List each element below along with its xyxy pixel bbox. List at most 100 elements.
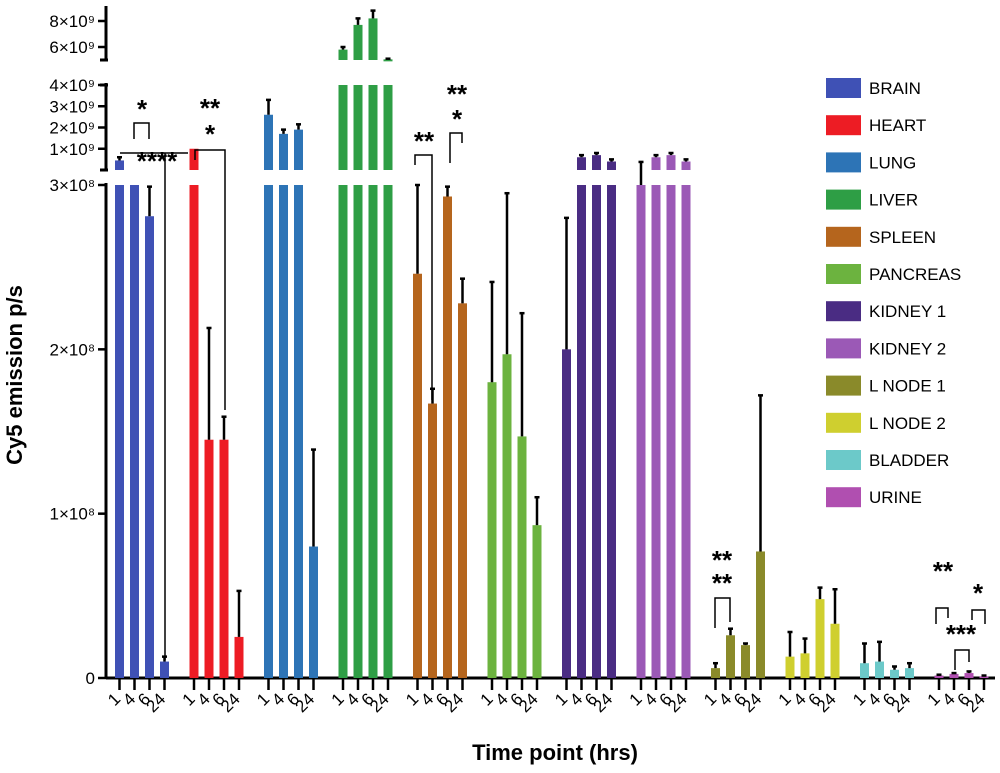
x-axis-title: Time point (hrs) [472, 740, 638, 765]
significance-bracket [194, 149, 226, 410]
bar [428, 403, 437, 678]
significance-bracket [133, 122, 150, 139]
significance-marker: ** [933, 556, 954, 586]
bar [502, 354, 512, 678]
bar-upper [666, 155, 676, 170]
bar [949, 673, 959, 678]
bar [458, 303, 467, 678]
legend-label: BLADDER [869, 451, 949, 470]
legend-swatch [826, 115, 861, 136]
y-tick-label: 2×10⁹ [49, 119, 95, 138]
bar-upper [294, 129, 303, 170]
axes-group: 0 1×10⁸ 2×10⁸ 3×10⁸ 1×10⁹ 2×10⁹ 3×10⁹ 4×10⁹ 6×10… [49, 6, 995, 688]
y-axis-title: Cy5 emission p/s [2, 285, 27, 465]
x-tick-label: 24 [962, 689, 989, 716]
bar [666, 185, 676, 678]
bar-upper [681, 161, 691, 170]
x-tick-label: 24 [515, 689, 542, 716]
bar [338, 185, 348, 678]
y-tick-label: 8×10⁹ [49, 12, 95, 31]
legend-label: LIVER [869, 191, 918, 210]
y-tick-label: 0 [86, 669, 95, 688]
significance-marker: * [137, 94, 148, 124]
significance-marker: ** [712, 545, 733, 575]
bar [651, 185, 661, 678]
x-tick-label: 24 [143, 689, 170, 716]
x-tick-label: 24 [441, 689, 468, 716]
legend-swatch [826, 301, 861, 322]
bar [517, 436, 527, 678]
significance-bracket [714, 597, 731, 628]
bar [756, 551, 765, 678]
bar [607, 185, 616, 678]
bar [219, 439, 229, 678]
bar [562, 349, 571, 678]
significance-marker: **** [137, 146, 178, 176]
bar [294, 185, 303, 678]
bar [890, 669, 899, 678]
significance-marker: ** [447, 79, 468, 109]
legend-swatch [826, 412, 861, 433]
bar-upper [577, 157, 586, 170]
legend-label: L NODE 1 [869, 377, 946, 396]
legend-swatch [826, 189, 861, 210]
bar [711, 668, 720, 678]
legend-label: KIDNEY 2 [869, 339, 946, 358]
legend-swatch [826, 375, 861, 396]
bar [353, 185, 363, 678]
legend-label: PANCREAS [869, 265, 961, 284]
bar [264, 185, 273, 678]
legend-label: HEART [869, 116, 926, 135]
bar [487, 382, 497, 678]
bar [592, 185, 601, 678]
legend-swatch [826, 152, 861, 173]
x-tick-label: 24 [664, 689, 691, 716]
y-tick-label: 3×10⁸ [50, 176, 95, 195]
bar [145, 216, 154, 678]
bar [785, 656, 795, 678]
bar-upper [279, 133, 288, 170]
x-tick-label: 24 [888, 689, 915, 716]
bar [979, 676, 989, 678]
bar [309, 546, 318, 678]
significance-marker: * [452, 104, 463, 134]
bar [383, 185, 393, 678]
legend-label: KIDNEY 1 [869, 302, 946, 321]
bar [964, 673, 974, 678]
bar-top [383, 59, 393, 62]
y-tick-label: 3×10⁹ [49, 97, 95, 116]
legend-label: URINE [869, 488, 922, 507]
bar-upper [264, 114, 273, 170]
bar-upper [368, 85, 378, 170]
bar [681, 185, 691, 678]
bar [830, 623, 840, 678]
legend-swatch [826, 487, 861, 508]
bar-upper [592, 155, 601, 170]
bar [130, 185, 139, 678]
significance-marker: * [205, 119, 216, 149]
significance-bracket [971, 609, 986, 624]
bar [875, 661, 884, 678]
legend-swatch [826, 226, 861, 247]
y-tick-label: 1×10⁸ [50, 505, 95, 524]
x-tick-label: 24 [813, 689, 840, 716]
bar [577, 185, 586, 678]
x-tick-label: 24 [590, 689, 617, 716]
bar-upper [115, 160, 124, 170]
y-tick-label: 1×10⁹ [49, 140, 95, 159]
legend-label: LUNG [869, 153, 916, 172]
significance-bracket [935, 607, 949, 624]
x-tick-label: 24 [366, 689, 393, 716]
bar [368, 185, 378, 678]
significance-marker: ** [712, 568, 733, 598]
bar [636, 185, 646, 678]
bar [204, 439, 214, 678]
x-tick-label: 24 [217, 689, 244, 716]
significance-marker: *** [946, 619, 977, 649]
bar [234, 636, 244, 678]
significance-marker: ** [414, 126, 435, 156]
bar [726, 635, 735, 678]
x-tick-label: 24 [739, 689, 766, 716]
